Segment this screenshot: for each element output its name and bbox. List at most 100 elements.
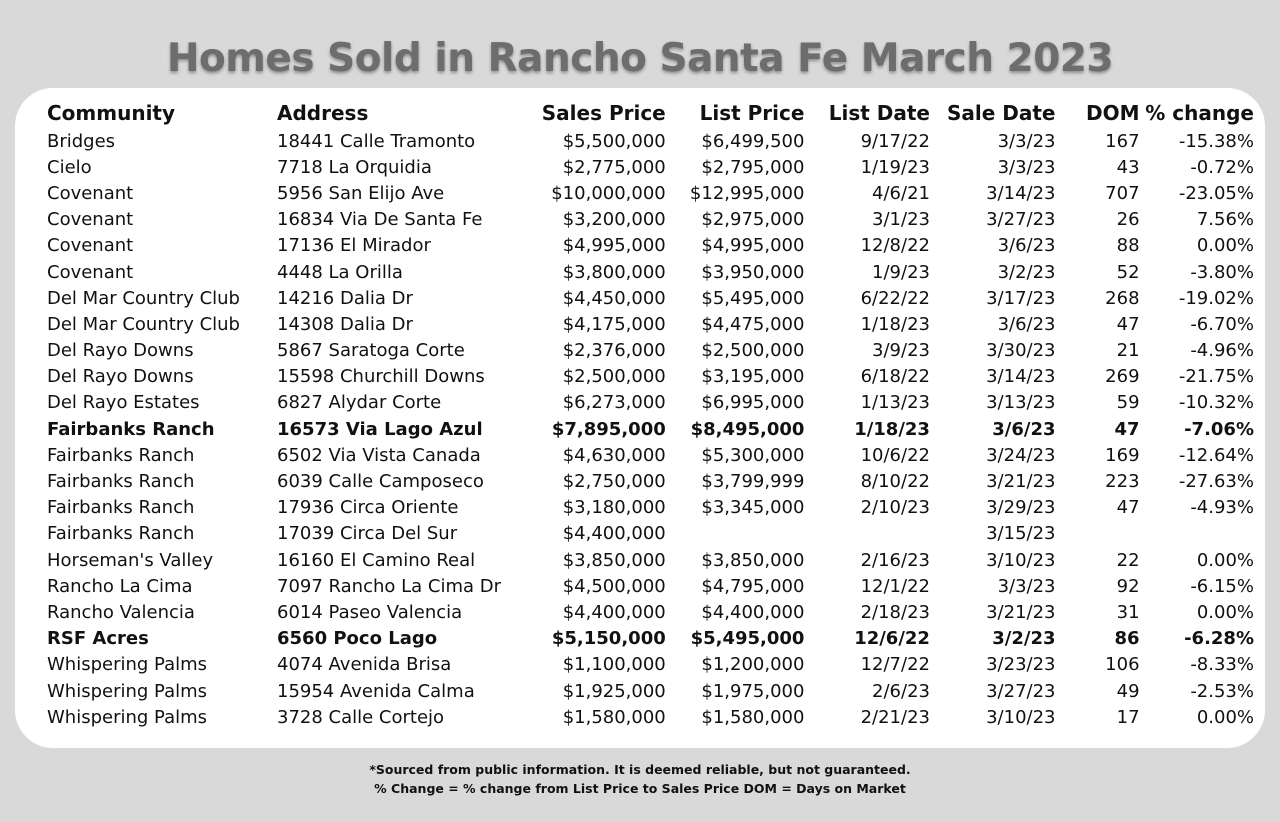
- cell-community: Rancho Valencia: [47, 601, 195, 623]
- table-row: RSF Acres 6560 Poco Lago $5,150,000 $5,495,…: [32, 626, 1254, 652]
- cell-sales-price: $4,450,000: [562, 287, 666, 309]
- cell-community: Covenant: [47, 261, 134, 283]
- table-row: Fairbanks Ranch 16573 Via Lago Azul $7,895…: [32, 416, 1254, 442]
- table-row: Rancho Valencia 6014 Paseo Valencia $4,400…: [32, 599, 1254, 625]
- cell-list-date: [804, 521, 930, 547]
- cell-community: Rancho La Cima: [47, 575, 193, 597]
- cell-list-price: $6,499,500: [701, 130, 805, 152]
- table-row: Fairbanks Ranch 6039 Calle Camposeco $2,75…: [32, 468, 1254, 494]
- cell-list-date: 1/19/23: [860, 156, 930, 178]
- cell-list-price: $8,495,000: [690, 418, 805, 440]
- cell-list-date: 2/6/23: [872, 680, 930, 702]
- cell-sale-date: 3/2/23: [992, 628, 1056, 650]
- cell-pct-change: -23.05%: [1178, 182, 1254, 204]
- table-row: Del Rayo Downs 15598 Churchill Downs $2,50…: [32, 364, 1254, 390]
- cell-sales-price: $7,895,000: [551, 418, 666, 440]
- cell-sales-price: $2,500,000: [562, 366, 666, 388]
- cell-list-price: $2,975,000: [701, 209, 805, 231]
- cell-pct-change: -12.64%: [1178, 444, 1254, 466]
- cell-address: 7718 La Orquidia: [277, 156, 432, 178]
- cell-list-date: 12/6/22: [854, 628, 930, 650]
- cell-list-price: $12,995,000: [689, 182, 805, 204]
- cell-list-price: $4,475,000: [701, 313, 805, 335]
- cell-sale-date: 3/17/23: [986, 287, 1056, 309]
- cell-list-price: $2,500,000: [701, 340, 805, 362]
- cell-community: Fairbanks Ranch: [47, 471, 195, 493]
- cell-dom: 21: [1116, 340, 1140, 362]
- cell-address: 15954 Avenida Calma: [277, 680, 475, 702]
- cell-pct-change: -0.72%: [1190, 156, 1254, 178]
- cell-list-date: 12/8/22: [860, 235, 930, 257]
- column-header-dom: DOM: [1086, 101, 1140, 125]
- cell-dom: 31: [1116, 601, 1140, 623]
- cell-pct-change: -10.32%: [1178, 392, 1254, 414]
- table-row: Del Rayo Downs 5867 Saratoga Corte $2,376,…: [32, 338, 1254, 364]
- cell-dom: 106: [1105, 654, 1140, 676]
- table-row: Del Rayo Estates 6827 Alydar Corte $6,273,…: [32, 390, 1254, 416]
- cell-sale-date: 3/6/23: [997, 235, 1056, 257]
- table-row: Covenant 17136 El Mirador $4,995,000 $4,995…: [32, 233, 1254, 259]
- cell-pct-change: -6.70%: [1190, 313, 1254, 335]
- cell-address: 15598 Churchill Downs: [277, 366, 485, 388]
- cell-community: Bridges: [47, 130, 116, 152]
- cell-pct-change: -7.06%: [1184, 418, 1254, 440]
- cell-pct-change: -27.63%: [1178, 471, 1254, 493]
- cell-address: 17136 El Mirador: [277, 235, 431, 257]
- cell-sale-date: 3/30/23: [986, 340, 1056, 362]
- cell-community: Cielo: [47, 156, 92, 178]
- table-row: Cielo 7718 La Orquidia $2,775,000 $2,795,00…: [32, 154, 1254, 180]
- cell-list-price: $3,950,000: [701, 261, 805, 283]
- cell-dom: 269: [1105, 366, 1140, 388]
- cell-sales-price: $4,400,000: [562, 601, 666, 623]
- cell-sales-price: $2,376,000: [562, 340, 666, 362]
- cell-list-date: 12/7/22: [860, 654, 930, 676]
- cell-community: Covenant: [47, 182, 134, 204]
- cell-sales-price: $4,630,000: [562, 444, 666, 466]
- cell-sales-price: $4,400,000: [562, 523, 666, 545]
- cell-dom: 47: [1116, 497, 1140, 519]
- cell-list-price: $4,795,000: [701, 575, 805, 597]
- cell-pct-change: -3.80%: [1190, 261, 1254, 283]
- cell-sales-price: $6,273,000: [562, 392, 666, 414]
- cell-address: 6560 Poco Lago: [277, 628, 438, 650]
- cell-sale-date: 3/3/23: [997, 156, 1056, 178]
- column-header-address: Address: [277, 101, 369, 125]
- cell-sales-price: $2,775,000: [562, 156, 666, 178]
- cell-community: Covenant: [47, 209, 134, 231]
- table-row: Covenant 4448 La Orilla $3,800,000 $3,950,0…: [32, 259, 1254, 285]
- cell-address: 18441 Calle Tramonto: [277, 130, 476, 152]
- cell-list-price: $1,580,000: [701, 706, 805, 728]
- cell-address: 3728 Calle Cortejo: [277, 706, 445, 728]
- cell-sale-date: 3/13/23: [986, 392, 1056, 414]
- cell-sales-price: $3,180,000: [562, 497, 666, 519]
- cell-dom: 22: [1116, 549, 1140, 571]
- cell-sales-price: $4,995,000: [562, 235, 666, 257]
- cell-sale-date: 3/14/23: [986, 366, 1056, 388]
- cell-list-date: 6/18/22: [860, 366, 930, 388]
- cell-pct-change: -6.28%: [1184, 628, 1254, 650]
- cell-list-price: $4,995,000: [701, 235, 805, 257]
- cell-sale-date: 3/21/23: [986, 471, 1056, 493]
- cell-sale-date: 3/27/23: [986, 680, 1056, 702]
- cell-dom: 59: [1116, 392, 1140, 414]
- cell-pct-change: 0.00%: [1196, 706, 1254, 728]
- table-row: Whispering Palms 4074 Avenida Brisa $1,100…: [32, 652, 1254, 678]
- cell-address: 5956 San Elijo Ave: [277, 182, 445, 204]
- cell-dom: 47: [1114, 418, 1140, 440]
- cell-pct-change: [1140, 521, 1254, 547]
- cell-sales-price: $5,150,000: [551, 628, 666, 650]
- cell-list-date: 3/9/23: [872, 340, 930, 362]
- cell-community: RSF Acres: [47, 628, 149, 650]
- cell-community: Fairbanks Ranch: [47, 444, 195, 466]
- cell-address: 17936 Circa Oriente: [277, 497, 459, 519]
- cell-pct-change: -6.15%: [1190, 575, 1254, 597]
- cell-list-price: $4,400,000: [701, 601, 805, 623]
- cell-dom: 86: [1114, 628, 1140, 650]
- cell-pct-change: 7.56%: [1196, 209, 1254, 231]
- cell-pct-change: -21.75%: [1178, 366, 1254, 388]
- page-title: Homes Sold in Rancho Santa Fe March 2023: [166, 36, 1114, 81]
- cell-community: Del Mar Country Club: [47, 313, 240, 335]
- cell-list-price: $5,300,000: [701, 444, 805, 466]
- cell-list-date: 1/13/23: [860, 392, 930, 414]
- cell-pct-change: 0.00%: [1196, 549, 1254, 571]
